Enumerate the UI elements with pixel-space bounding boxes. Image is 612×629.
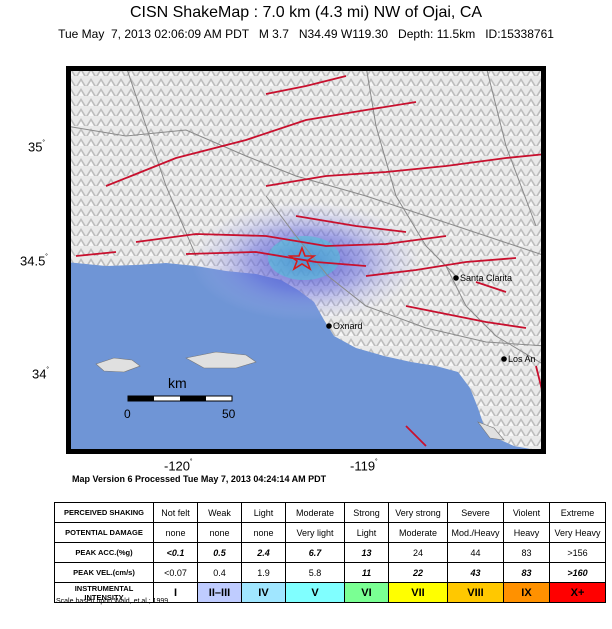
city-marker-santa-clarita xyxy=(453,275,459,281)
legend-cell: Heavy xyxy=(503,522,550,543)
legend-cell: Moderate xyxy=(285,502,345,523)
city-marker-oxnard xyxy=(326,323,332,329)
epicenter-star-icon xyxy=(287,245,317,271)
island-santa-rosa xyxy=(95,357,141,373)
lat-label-35: 35˚ xyxy=(28,139,46,155)
legend-cell: Mod./Heavy xyxy=(447,522,504,543)
intensity-swatch: VI xyxy=(344,582,389,603)
intensity-swatch: VIII xyxy=(447,582,504,603)
legend-cell: none xyxy=(153,522,198,543)
scale-unit: km xyxy=(168,375,187,391)
legend-cell: Strong xyxy=(344,502,389,523)
legend-cell: Severe xyxy=(447,502,504,523)
intensity-legend: PERCEIVED SHAKING Not felt Weak Light Mo… xyxy=(54,502,606,603)
legend-row-label: PEAK ACC.(%g) xyxy=(54,542,154,563)
legend-row-intensity: INSTRUMENTAL INTENSITY I II–III IV V VI … xyxy=(54,582,606,603)
legend-row-velocity: PEAK VEL.(cm/s) <0.07 0.4 1.9 5.8 11 22 … xyxy=(54,562,606,583)
intensity-swatch: VII xyxy=(388,582,448,603)
scale-end: 50 xyxy=(222,407,236,421)
map-svg: Santa Clarita Oxnard Los An km 0 50 xyxy=(65,65,547,454)
legend-cell: 24 xyxy=(388,542,448,563)
legend-cell: 44 xyxy=(447,542,504,563)
faults xyxy=(75,75,547,447)
legend-cell: 11 xyxy=(344,562,389,583)
legend-cell: Violent xyxy=(503,502,550,523)
city-label-los-angeles: Los An xyxy=(508,354,536,364)
legend-cell: Weak xyxy=(197,502,242,523)
legend-cell: 83 xyxy=(503,542,550,563)
legend-cell: Light xyxy=(241,502,286,523)
legend-row-label: PERCEIVED SHAKING xyxy=(54,502,154,523)
legend-cell: Very light xyxy=(285,522,345,543)
legend-cell: 6.7 xyxy=(285,542,345,563)
intensity-swatch: X+ xyxy=(549,582,606,603)
city-label-santa-clarita: Santa Clarita xyxy=(460,273,512,283)
legend-cell: 5.8 xyxy=(285,562,345,583)
legend-cell: 0.4 xyxy=(197,562,242,583)
legend-cell: 43 xyxy=(447,562,504,583)
intensity-swatch: V xyxy=(285,582,345,603)
lat-label-34-5: 34.5˚ xyxy=(20,253,48,269)
map-version: Map Version 6 Processed Tue May 7, 2013 … xyxy=(72,474,327,484)
legend-cell: Very strong xyxy=(388,502,448,523)
legend-cell: Very Heavy xyxy=(549,522,606,543)
intensity-swatch: IV xyxy=(241,582,286,603)
legend-cell: Extreme xyxy=(549,502,606,523)
legend-cell: <0.1 xyxy=(153,542,198,563)
legend-cell: none xyxy=(241,522,286,543)
city-marker-los-angeles xyxy=(501,356,507,362)
lon-label-120: -120˚ xyxy=(164,458,193,474)
legend-row-shaking: PERCEIVED SHAKING Not felt Weak Light Mo… xyxy=(54,502,606,523)
intensity-swatch: IX xyxy=(503,582,550,603)
island-catalina xyxy=(477,421,505,441)
map-border-ticks xyxy=(66,66,546,454)
intensity-swatch: II–III xyxy=(197,582,242,603)
legend-row-damage: POTENTIAL DAMAGE none none none Very lig… xyxy=(54,522,606,543)
legend-cell: Moderate xyxy=(388,522,448,543)
legend-cell: Not felt xyxy=(153,502,198,523)
legend-row-label: PEAK VEL.(cm/s) xyxy=(54,562,154,583)
lat-label-34: 34˚ xyxy=(32,366,50,382)
scale-bar-segment xyxy=(128,396,154,401)
island-santa-cruz xyxy=(185,351,257,369)
scale-footnote: Scale based upon Wald, et al.; 1999 xyxy=(56,598,169,605)
roads xyxy=(65,65,547,367)
legend-cell: <0.07 xyxy=(153,562,198,583)
legend-cell: none xyxy=(197,522,242,543)
ocean xyxy=(66,262,546,454)
shakemap[interactable]: Santa Clarita Oxnard Los An km 0 50 xyxy=(65,65,547,454)
legend-cell: 83 xyxy=(503,562,550,583)
map-title: CISN ShakeMap : 7.0 km (4.3 mi) NW of Oj… xyxy=(129,4,483,21)
legend-cell: Light xyxy=(344,522,389,543)
legend-cell: 22 xyxy=(388,562,448,583)
legend-cell: 1.9 xyxy=(241,562,286,583)
city-label-oxnard: Oxnard xyxy=(333,321,363,331)
legend-cell: >160 xyxy=(549,562,606,583)
legend-row-acceleration: PEAK ACC.(%g) <0.1 0.5 2.4 6.7 13 24 44 … xyxy=(54,542,606,563)
legend-cell: 2.4 xyxy=(241,542,286,563)
legend-cell: 0.5 xyxy=(197,542,242,563)
legend-row-label: POTENTIAL DAMAGE xyxy=(54,522,154,543)
event-details: Tue May 7, 2013 02:06:09 AM PDT M 3.7 N3… xyxy=(58,27,554,41)
scale-bar-segment xyxy=(180,396,206,401)
legend-cell: >156 xyxy=(549,542,606,563)
scale-start: 0 xyxy=(124,407,131,421)
lon-label-119: -119˚ xyxy=(350,458,378,474)
intensity-swatch: I xyxy=(153,582,198,603)
legend-cell: 13 xyxy=(344,542,389,563)
